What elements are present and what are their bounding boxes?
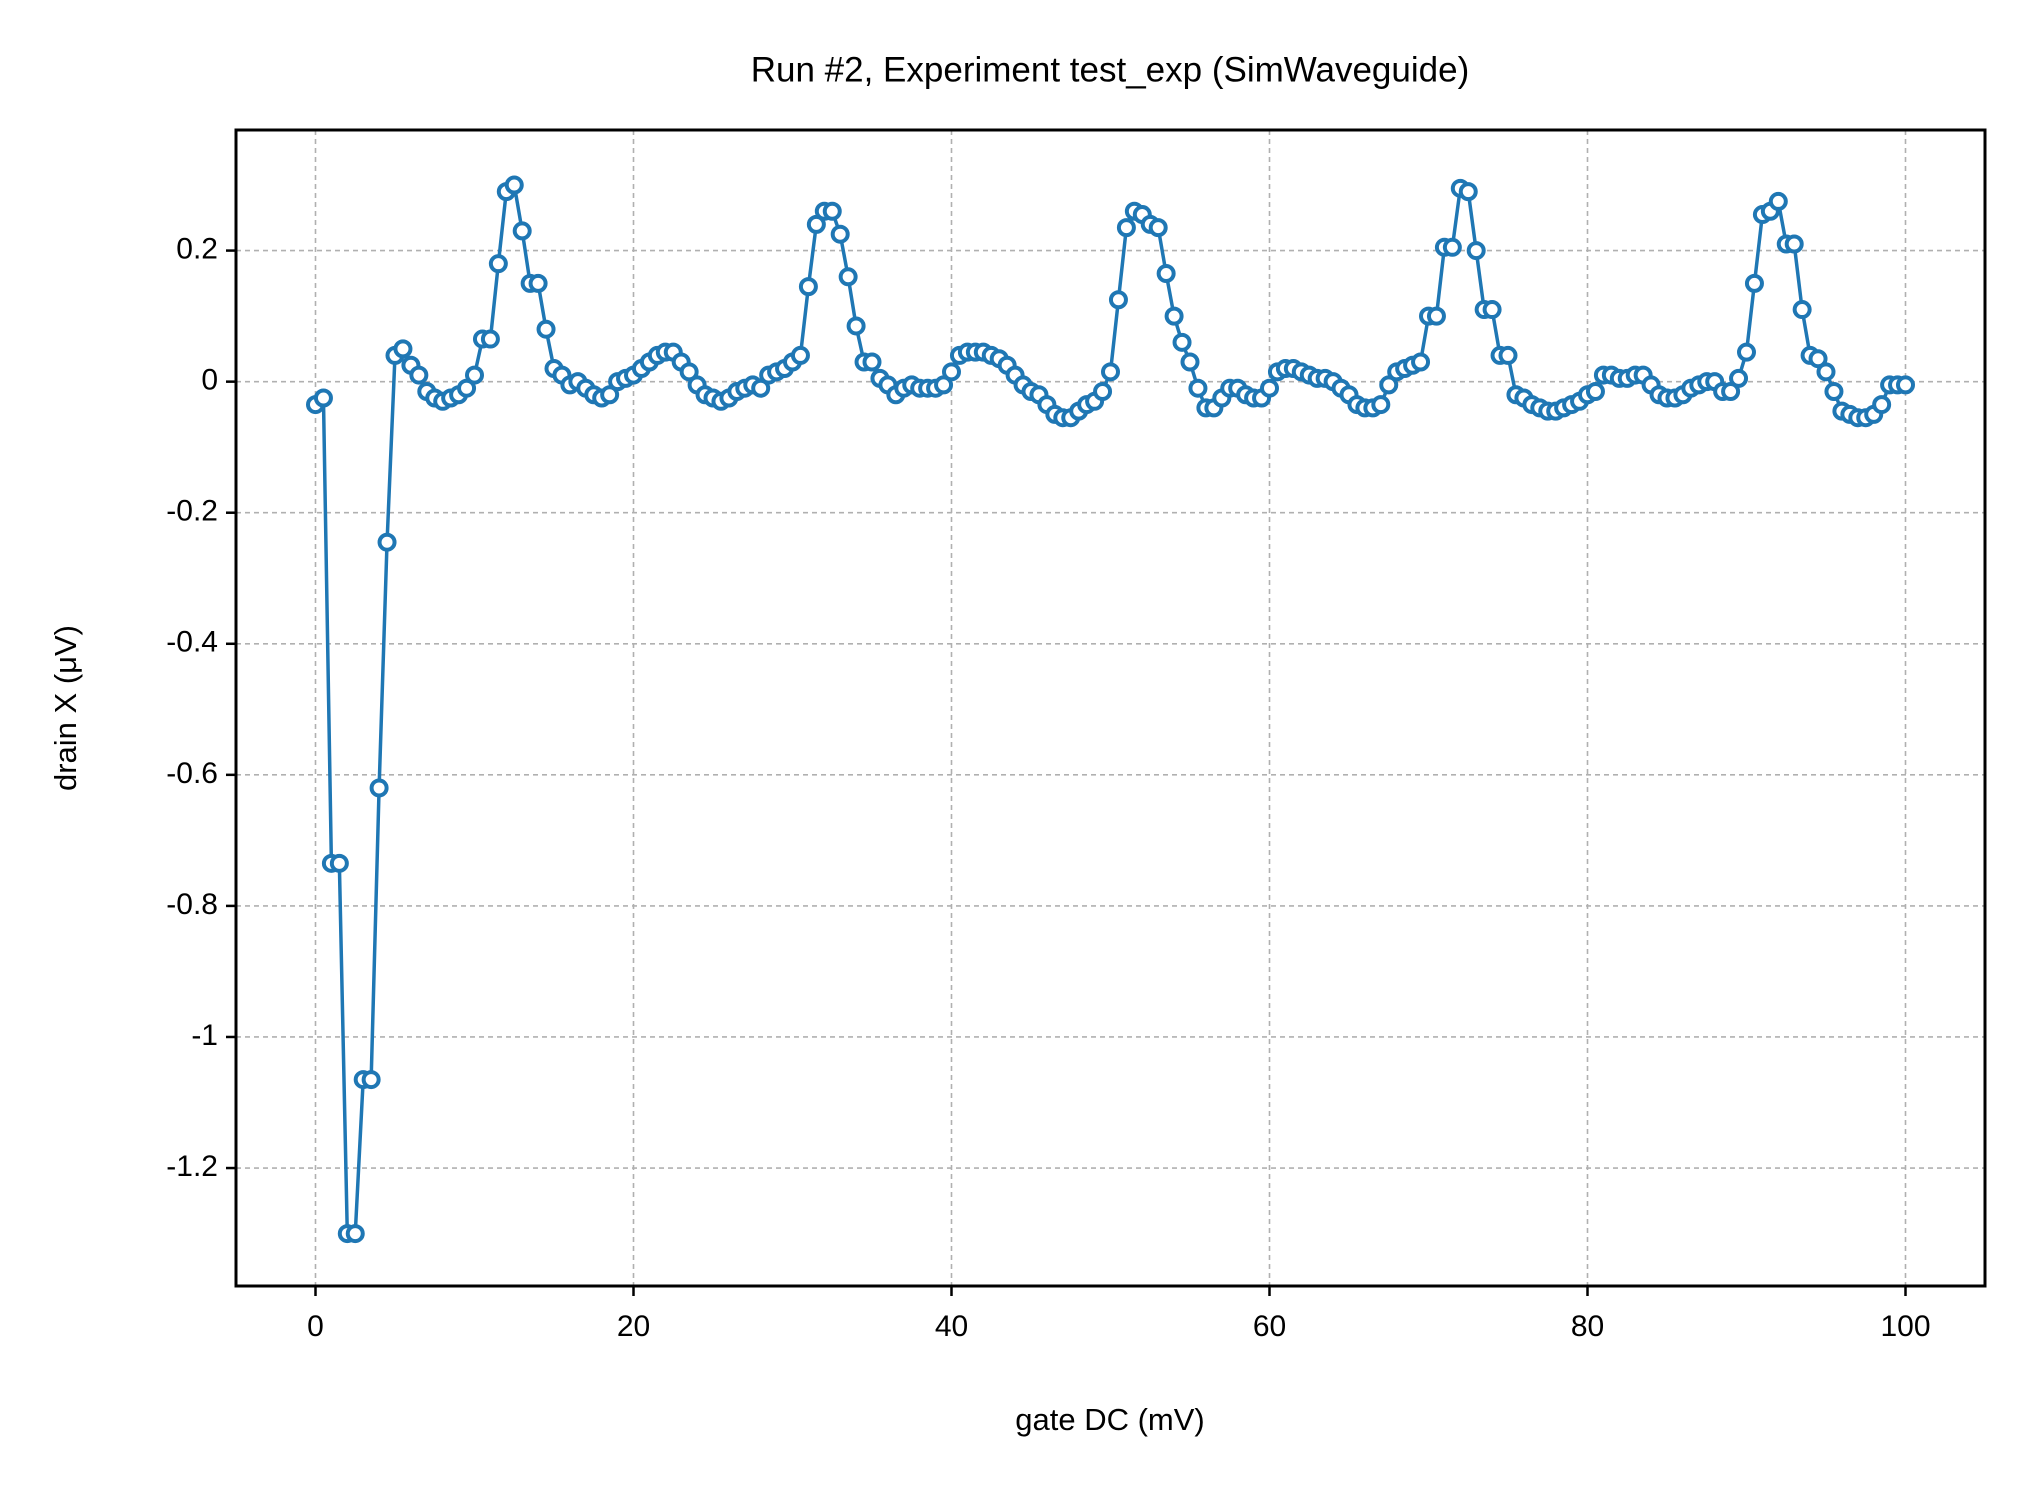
data-point: [528, 273, 548, 293]
data-point: [504, 175, 524, 195]
data-point: [1768, 191, 1788, 211]
x-tick-label: 60: [1253, 1310, 1286, 1343]
data-point: [512, 221, 532, 241]
y-axis-label: drain X (μV): [48, 625, 83, 791]
data-point: [1808, 349, 1828, 369]
data-point: [1498, 345, 1518, 365]
data-point: [369, 778, 389, 798]
data-point: [1816, 362, 1836, 382]
data-point: [1101, 362, 1120, 382]
data-point: [1721, 381, 1741, 401]
data-point: [751, 378, 771, 398]
data-point: [1156, 264, 1176, 284]
data-point: [1164, 306, 1184, 326]
data-point: [409, 365, 429, 385]
data-point: [1411, 352, 1431, 372]
data-point: [313, 388, 333, 408]
data-point: [790, 345, 810, 365]
data-point: [798, 277, 818, 297]
data-point: [1896, 375, 1915, 395]
data-point: [830, 224, 850, 244]
y-tick-label: -0.6: [166, 757, 218, 790]
data-point: [1458, 182, 1478, 202]
data-point: [329, 853, 349, 873]
data-point: [465, 365, 484, 385]
data-point: [1729, 368, 1749, 388]
data-point: [393, 339, 413, 359]
data-point: [1379, 375, 1399, 395]
data-point: [1180, 352, 1200, 372]
data-point: [846, 316, 866, 336]
data-point: [1108, 290, 1128, 310]
data-point: [1116, 218, 1136, 238]
data-point: [1482, 300, 1502, 320]
data-point: [1442, 237, 1462, 257]
data-point: [600, 385, 620, 405]
data-point: [1172, 332, 1192, 352]
data-point: [838, 267, 858, 287]
data-point: [1744, 273, 1764, 293]
y-tick-label: -0.2: [166, 495, 218, 528]
data-point: [1784, 234, 1804, 254]
data-point: [345, 1224, 365, 1244]
y-tick-label: -0.8: [166, 888, 218, 921]
data-point: [377, 532, 397, 552]
y-tick-label: -1: [191, 1019, 218, 1052]
data-point: [1585, 381, 1605, 401]
data-point: [1148, 218, 1168, 238]
data-point: [536, 319, 556, 339]
data-point: [1371, 395, 1391, 415]
data-point: [1093, 381, 1113, 401]
y-tick-label: 0: [201, 364, 218, 397]
data-point: [480, 329, 500, 349]
data-point: [679, 362, 699, 382]
x-axis-label: gate DC (mV): [1015, 1402, 1204, 1437]
data-point: [1426, 306, 1446, 326]
data-point: [942, 362, 961, 382]
y-tick-label: -0.4: [166, 626, 218, 659]
data-point: [488, 254, 508, 274]
x-tick-label: 0: [307, 1310, 324, 1343]
x-tick-label: 20: [617, 1310, 650, 1343]
x-tick-label: 100: [1880, 1310, 1930, 1343]
data-point: [806, 214, 826, 234]
data-point: [934, 375, 954, 395]
data-point: [1737, 342, 1756, 362]
chart-title: Run #2, Experiment test_exp (SimWaveguid…: [751, 50, 1469, 89]
data-point: [361, 1070, 381, 1090]
data-point: [862, 352, 882, 372]
data-point: [1872, 395, 1892, 415]
x-tick-label: 80: [1571, 1310, 1604, 1343]
data-point: [1824, 381, 1844, 401]
data-point: [1260, 378, 1279, 398]
data-point: [457, 378, 477, 398]
data-line: [314, 183, 1906, 1236]
x-tick-label: 40: [935, 1310, 968, 1343]
data-point: [1466, 241, 1486, 261]
data-point: [1188, 378, 1208, 398]
data-point: [1792, 300, 1812, 320]
y-tick-label: 0.2: [176, 233, 218, 266]
plot-frame: [234, 128, 1987, 1288]
data-point: [822, 201, 842, 221]
y-tick-label: -1.2: [166, 1150, 218, 1183]
